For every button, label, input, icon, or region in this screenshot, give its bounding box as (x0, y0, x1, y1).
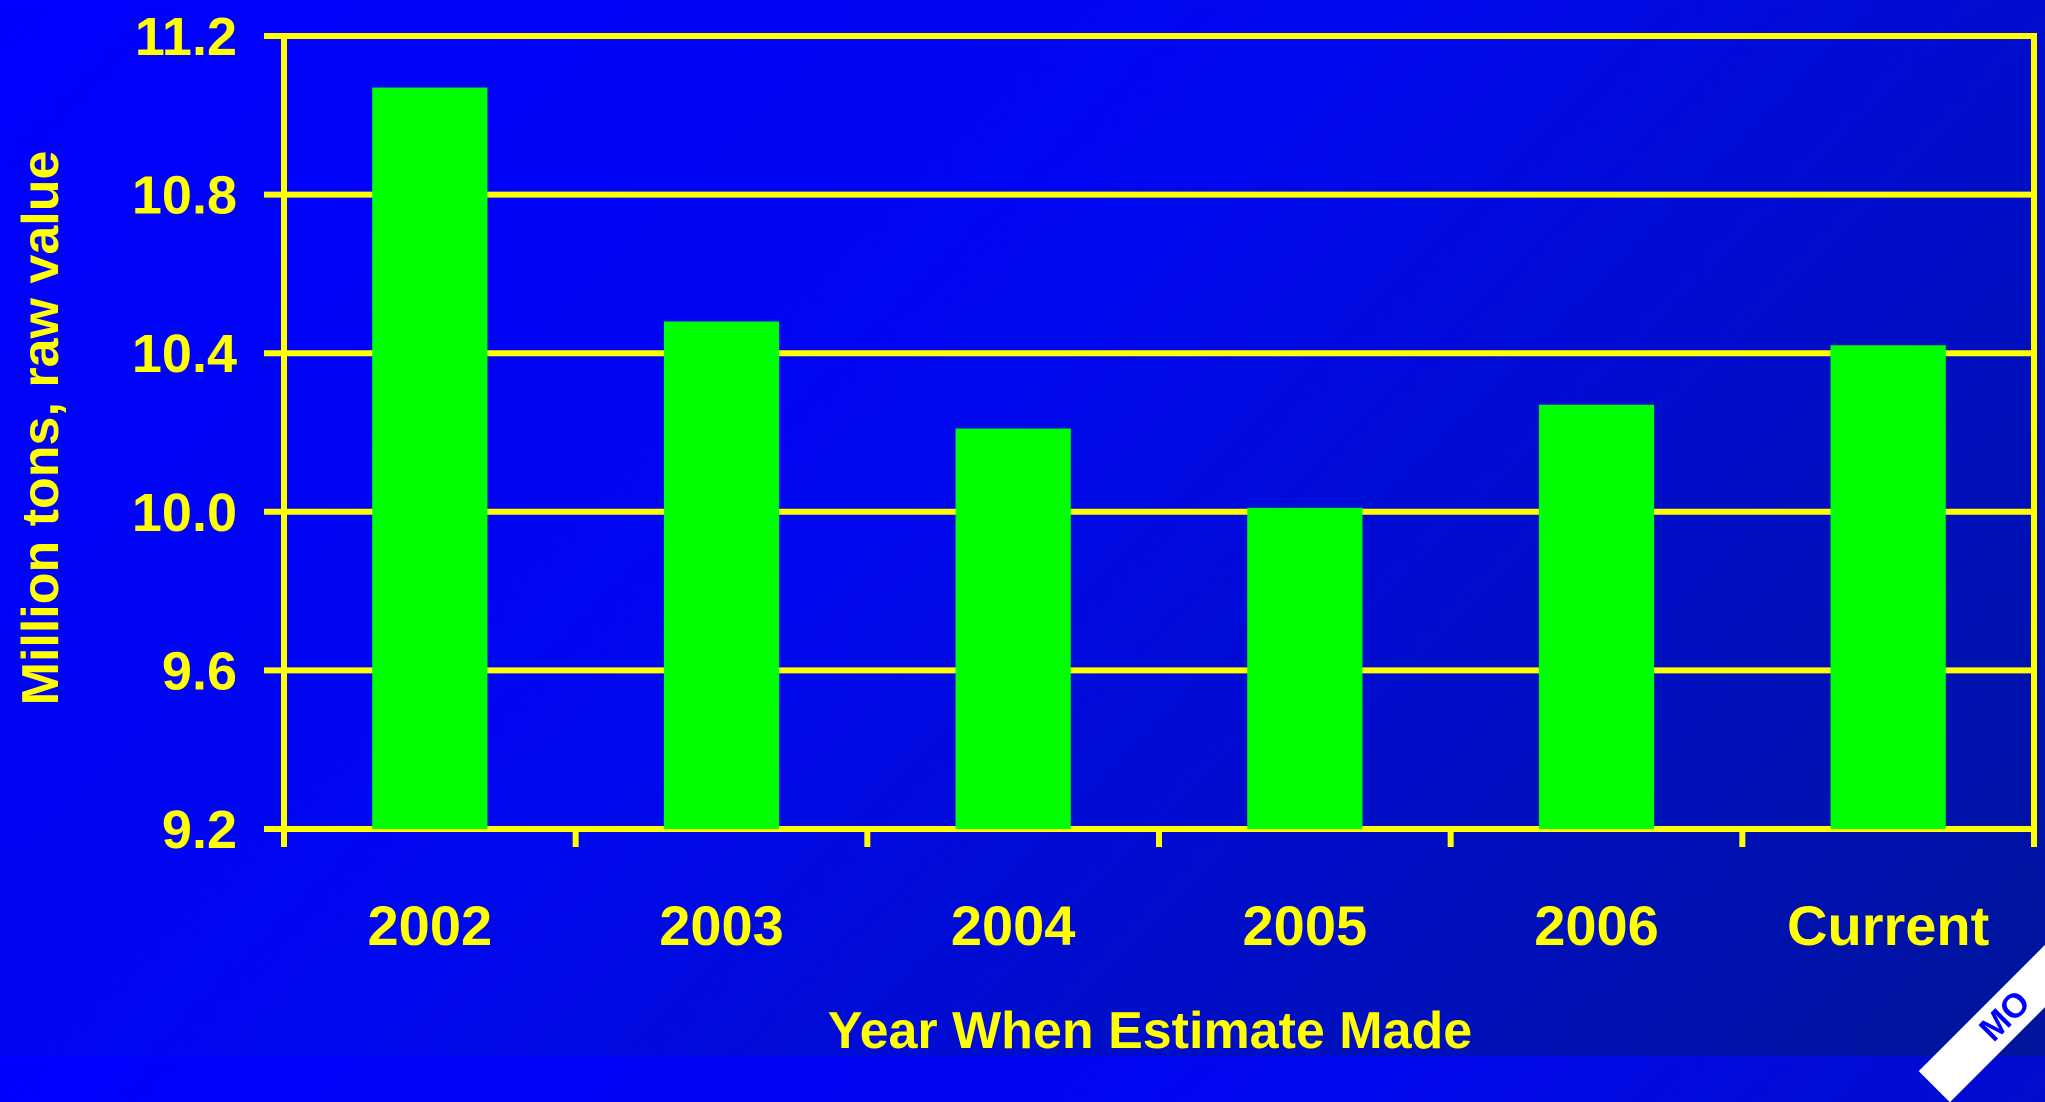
bar-chart: 9.2 9.6 10.0 10.4 10.8 11.2 2002 2003 2004 2005 20… (12, 7, 2038, 1060)
bar-2004 (955, 428, 1071, 829)
x-tick-label: 2005 (1243, 894, 1368, 957)
y-tick-label: 10.8 (132, 166, 237, 226)
x-tick-label: 2002 (368, 894, 493, 957)
bar-2002 (372, 87, 488, 830)
bar-2006 (1538, 404, 1655, 829)
tick-labels: 9.2 9.6 10.0 10.4 10.8 11.2 2002 2003 2004 2005 20… (132, 7, 1989, 957)
x-tick-label: 2004 (951, 894, 1076, 957)
axes (281, 33, 2037, 847)
y-tick-label: 9.2 (162, 800, 237, 860)
y-tick-label: 10.0 (132, 483, 237, 543)
bar-2005 (1247, 507, 1363, 829)
bar-current (1830, 345, 1946, 829)
x-tick-label: Current (1787, 894, 1989, 957)
x-axis-label: Year When Estimate Made (828, 1002, 1472, 1056)
y-tick-label: 10.4 (132, 324, 237, 384)
gridlines (264, 33, 2034, 832)
y-tick-label: 9.6 (162, 641, 237, 701)
x-tick-label: 2006 (1534, 894, 1659, 957)
y-tick-label: 11.2 (135, 7, 237, 67)
bar-2003 (663, 321, 780, 829)
x-tick-label: 2003 (659, 894, 784, 957)
chart-svg: 9.2 9.6 10.0 10.4 10.8 11.2 2002 2003 2004 2005 20… (12, 7, 2037, 1060)
y-axis-label: Million tons, raw value (12, 151, 70, 706)
bars (372, 87, 1946, 830)
